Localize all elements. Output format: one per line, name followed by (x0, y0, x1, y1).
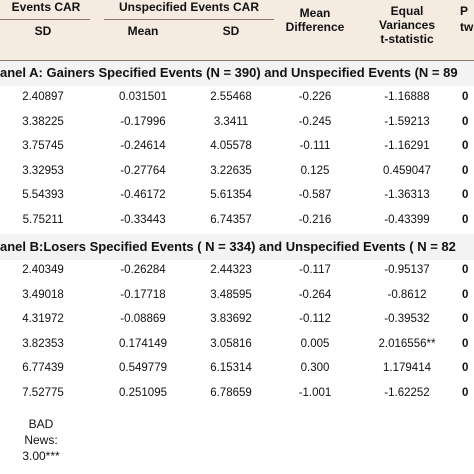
panel-a-band (0, 60, 474, 86)
cell-sd2: 3.48595 (210, 288, 252, 301)
cell-sd2: 3.83692 (210, 313, 252, 325)
cell-sd2: 2.55468 (210, 91, 252, 103)
cell-t-stat: -1.16291 (384, 140, 430, 152)
cell-t-stat: -0.43399 (384, 213, 430, 226)
cell-sd2: 3.3411 (213, 115, 249, 128)
cell-sd1: 3.49018 (22, 288, 64, 301)
panel-a-top-rule (0, 60, 474, 61)
col-sd1-header: SD (34, 24, 52, 38)
cell-mean2: -0.08869 (120, 313, 166, 325)
cell-mean2: 0.251095 (119, 386, 167, 399)
cell-sd1: 7.52775 (22, 386, 64, 399)
footer-line2: News: (24, 433, 58, 447)
cell-t-stat: -0.8612 (387, 288, 427, 301)
header-band (0, 0, 474, 60)
cell-mean2: -0.26284 (120, 264, 166, 276)
cell-sd2: 6.78659 (210, 386, 252, 399)
cell-mean2: -0.17996 (120, 115, 166, 128)
col-eqvar-header-l3: t-statistic (380, 32, 434, 46)
cell-last: 0 (462, 313, 469, 325)
cell-last: 0 (462, 264, 469, 276)
cell-last: 0 (462, 189, 469, 201)
cell-mean-diff: -0.245 (298, 115, 332, 128)
cell-mean2: -0.27764 (120, 164, 166, 177)
cell-mean2: -0.46172 (120, 189, 166, 201)
cell-sd2: 5.61354 (210, 189, 252, 201)
cell-sd1: 6.77439 (22, 362, 64, 374)
col-sd2-header: SD (222, 24, 240, 38)
col-mean-diff-header-l2: Difference (285, 20, 345, 34)
cell-mean-diff: -0.264 (298, 288, 332, 301)
cell-sd1: 3.82353 (22, 337, 64, 350)
cell-t-stat: -0.95137 (384, 264, 430, 276)
cell-mean-diff: -0.112 (299, 313, 331, 325)
cell-last: 0 (462, 91, 469, 103)
cell-last: 0 (462, 288, 469, 301)
cell-t-stat: -1.36313 (384, 189, 430, 201)
cell-last: 0 (462, 140, 469, 152)
cell-mean-diff: 0.125 (300, 164, 330, 177)
group1-title: Events CAR (11, 0, 81, 14)
col-eqvar-header-l2: Variances (378, 18, 436, 32)
cell-sd2: 6.15314 (210, 362, 252, 374)
cell-sd2: 2.44323 (210, 264, 252, 276)
cell-last: 0 (462, 362, 469, 374)
cell-mean2: 0.549779 (119, 362, 167, 374)
cell-sd1: 5.54393 (22, 189, 64, 201)
cell-last: 0 (462, 164, 469, 177)
cell-sd1: 2.40897 (22, 91, 64, 103)
cell-mean-diff: -0.226 (298, 91, 332, 103)
group2-title: Unspecified Events CAR (118, 0, 260, 14)
cell-sd2: 6.74357 (210, 213, 252, 226)
cell-t-stat: -1.62252 (384, 386, 430, 399)
cell-sd1: 5.75211 (22, 213, 64, 226)
cell-mean-diff: -0.111 (299, 140, 331, 152)
cell-mean2: -0.24614 (120, 140, 166, 152)
footer-line1: BAD (28, 417, 54, 431)
cell-t-stat: -1.59213 (384, 115, 430, 128)
col-eqvar-header-l1: Equal (390, 4, 424, 18)
cell-mean-diff: -0.117 (299, 264, 331, 276)
cell-sd1: 2.40349 (22, 264, 64, 276)
group1-rule (0, 19, 90, 20)
cell-sd1: 3.38225 (22, 115, 64, 128)
cell-last: 0 (462, 115, 469, 128)
cell-mean-diff: 0.005 (300, 337, 330, 350)
cell-mean2: 0.174149 (119, 337, 167, 350)
footer-line3: 3.00*** (22, 449, 60, 463)
cell-mean-diff: -0.587 (298, 189, 332, 201)
group2-rule (104, 19, 274, 20)
cell-sd2: 4.05578 (210, 140, 252, 152)
col-mean2-header: Mean (127, 24, 159, 38)
cell-t-stat: 0.459047 (383, 164, 431, 177)
cell-mean2: 0.031501 (119, 91, 167, 103)
cell-t-stat: 1.179414 (383, 362, 431, 374)
cell-mean2: -0.33443 (120, 213, 166, 226)
panel-b-band (0, 234, 474, 260)
cell-mean-diff: 0.300 (300, 362, 330, 374)
cell-sd2: 3.22635 (210, 164, 252, 177)
cell-last: 0 (462, 213, 469, 226)
panel-b-title: anel B:Losers Specified Events ( N = 334… (0, 239, 456, 254)
col-last-header-l2: tw (460, 20, 474, 34)
panel-a-title: anel A: Gainers Specified Events (N = 39… (0, 65, 458, 80)
cell-t-stat: -1.16888 (384, 91, 430, 103)
cell-last: 0 (462, 386, 469, 399)
cell-sd2: 3.05816 (210, 337, 252, 350)
cell-last: 0 (462, 337, 469, 350)
cell-mean2: -0.17718 (120, 288, 166, 301)
cell-sd1: 4.31972 (22, 313, 64, 325)
cell-mean-diff: -1.001 (298, 386, 332, 399)
col-last-header-l1: P (460, 4, 469, 18)
cell-sd1: 3.75745 (22, 140, 64, 152)
cell-t-stat: 2.016556** (378, 337, 436, 350)
cell-t-stat: -0.39532 (384, 313, 430, 325)
cell-mean-diff: -0.216 (298, 213, 332, 226)
cell-sd1: 3.32953 (22, 164, 64, 177)
col-mean-diff-header-l1: Mean (299, 6, 331, 20)
